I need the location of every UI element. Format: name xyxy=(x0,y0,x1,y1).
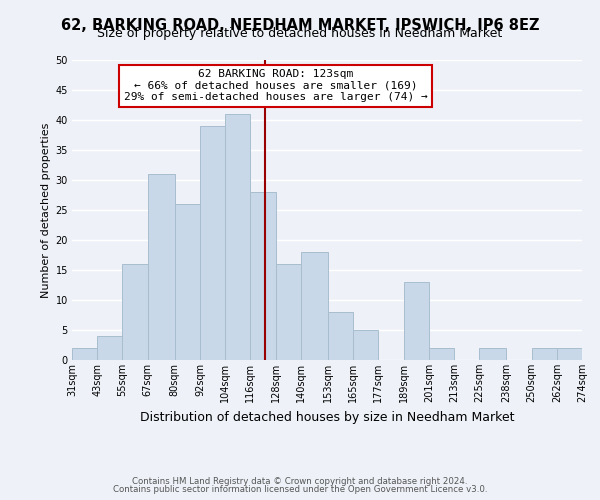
Text: 62, BARKING ROAD, NEEDHAM MARKET, IPSWICH, IP6 8EZ: 62, BARKING ROAD, NEEDHAM MARKET, IPSWIC… xyxy=(61,18,539,32)
X-axis label: Distribution of detached houses by size in Needham Market: Distribution of detached houses by size … xyxy=(140,410,514,424)
Bar xyxy=(557,348,582,360)
Y-axis label: Number of detached properties: Number of detached properties xyxy=(41,122,51,298)
Bar xyxy=(328,312,353,360)
Bar xyxy=(275,264,301,360)
Bar xyxy=(122,264,148,360)
Bar xyxy=(200,126,225,360)
Text: Contains HM Land Registry data © Crown copyright and database right 2024.: Contains HM Land Registry data © Crown c… xyxy=(132,477,468,486)
Bar xyxy=(479,348,506,360)
Bar xyxy=(429,348,454,360)
Bar xyxy=(301,252,328,360)
Text: Contains public sector information licensed under the Open Government Licence v3: Contains public sector information licen… xyxy=(113,485,487,494)
Bar xyxy=(353,330,379,360)
Text: Size of property relative to detached houses in Needham Market: Size of property relative to detached ho… xyxy=(97,28,503,40)
Bar xyxy=(250,192,275,360)
Bar xyxy=(175,204,200,360)
Bar xyxy=(404,282,429,360)
Bar xyxy=(72,348,97,360)
Text: 62 BARKING ROAD: 123sqm
← 66% of detached houses are smaller (169)
29% of semi-d: 62 BARKING ROAD: 123sqm ← 66% of detache… xyxy=(124,69,427,102)
Bar xyxy=(532,348,557,360)
Bar xyxy=(97,336,122,360)
Bar xyxy=(148,174,175,360)
Bar xyxy=(225,114,250,360)
